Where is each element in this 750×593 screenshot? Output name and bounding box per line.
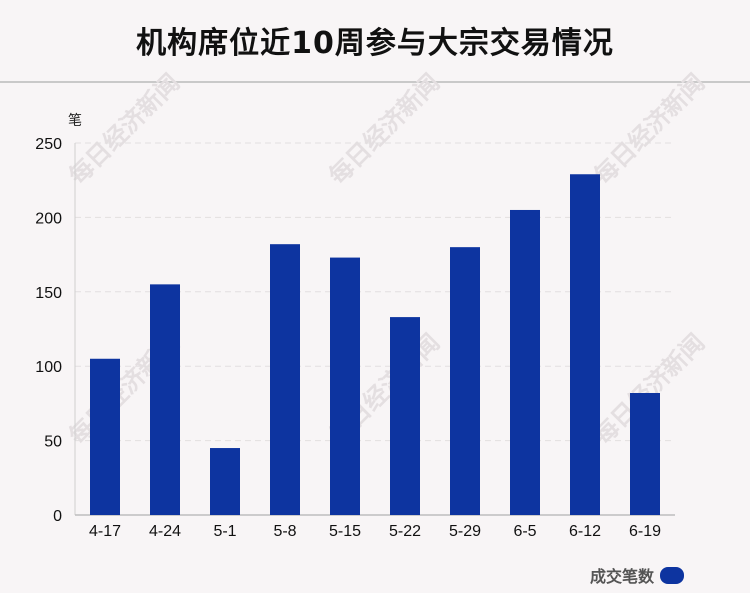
bar bbox=[150, 284, 180, 515]
y-tick-label: 150 bbox=[35, 285, 62, 302]
y-axis-unit-label: 笔 bbox=[68, 113, 82, 129]
x-tick-label: 5-22 bbox=[389, 523, 421, 540]
chart-title: 机构席位近10周参与大宗交易情况 bbox=[136, 26, 614, 61]
watermark-text: 每日经济新闻 bbox=[588, 68, 710, 190]
x-tick-label: 5-29 bbox=[449, 523, 481, 540]
legend: 成交笔数 bbox=[589, 565, 684, 586]
legend-swatch bbox=[660, 566, 684, 584]
bar bbox=[570, 174, 600, 516]
x-tick-label: 6-12 bbox=[569, 523, 601, 540]
bar bbox=[510, 209, 540, 515]
bar bbox=[450, 247, 480, 515]
title-divider bbox=[0, 81, 750, 83]
x-tick-label: 5-1 bbox=[213, 523, 236, 540]
watermark-text: 每日经济新闻 bbox=[323, 68, 445, 190]
y-tick-label: 0 bbox=[53, 508, 62, 525]
x-tick-label: 5-8 bbox=[273, 523, 296, 540]
bar bbox=[330, 257, 360, 515]
bar bbox=[390, 317, 420, 515]
x-tick-label: 4-17 bbox=[89, 523, 121, 540]
x-tick-label: 6-19 bbox=[629, 523, 661, 540]
y-tick-label: 200 bbox=[35, 210, 62, 227]
x-tick-label: 6-5 bbox=[513, 523, 536, 540]
y-tick-label: 50 bbox=[44, 434, 62, 451]
y-tick-label: 100 bbox=[35, 359, 62, 376]
x-tick-label: 5-15 bbox=[329, 523, 361, 540]
legend-label: 成交笔数 bbox=[589, 567, 654, 586]
x-tick-label: 4-24 bbox=[149, 523, 181, 540]
watermark-text: 每日经济新闻 bbox=[63, 68, 185, 190]
bar bbox=[210, 448, 240, 515]
y-tick-label: 250 bbox=[35, 136, 62, 153]
bar bbox=[270, 244, 300, 515]
bar bbox=[630, 392, 660, 515]
bar bbox=[90, 358, 120, 515]
